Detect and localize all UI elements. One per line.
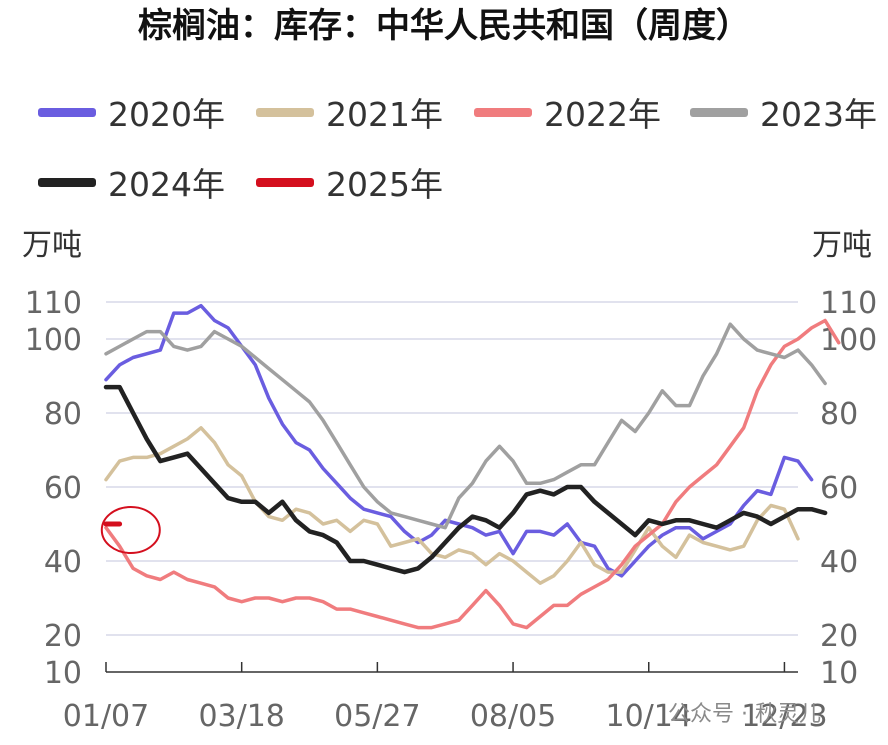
y-tick-left-60: 60 — [44, 471, 82, 506]
legend-item-2023[interactable]: 2023年 — [690, 88, 877, 136]
legend-item-2025[interactable]: 2025年 — [256, 158, 443, 206]
left-axis-unit: 万吨 — [22, 228, 82, 263]
x-tick-label-03/18: 03/18 — [198, 699, 284, 734]
legend-swatch-2020 — [38, 107, 96, 117]
y-tick-right-40: 40 — [820, 545, 858, 580]
x-tick-label-01/07: 01/07 — [63, 699, 149, 734]
x-tick-label-12/23: 12/23 — [741, 699, 827, 734]
y-tick-right-60: 60 — [820, 471, 858, 506]
y-tick-left-20: 20 — [44, 619, 82, 654]
legend-swatch-2021 — [256, 107, 314, 117]
watermark: 公众号 · 秋灵儿 — [668, 702, 821, 727]
y-tick-right-110: 110 — [820, 286, 877, 321]
y-tick-left-80: 80 — [44, 397, 82, 432]
legend-item-2022[interactable]: 2022年 — [474, 88, 661, 136]
series-line-2023 — [104, 322, 827, 530]
legend-item-2024[interactable]: 2024年 — [38, 158, 225, 206]
annotation-circle-2025 — [100, 506, 161, 554]
legend-swatch-2024 — [38, 177, 96, 187]
series-line-2020 — [104, 303, 814, 578]
y-tick-right-80: 80 — [820, 397, 858, 432]
legend-label-2021: 2021年 — [326, 95, 443, 134]
series-line-2022 — [104, 318, 841, 630]
y-tick-left-110: 110 — [25, 286, 82, 321]
chart-title: 棕榈油：库存：中华人民共和国（周度） — [138, 6, 750, 46]
series-line-2024 — [103, 384, 828, 575]
legend-label-2022: 2022年 — [544, 95, 661, 134]
chart-legend: 2020年 2021年 2022年 2023年 2024年 2025年 — [0, 70, 888, 210]
legend-swatch-2022 — [474, 107, 532, 117]
series-line-2021 — [104, 426, 800, 585]
legend-label-2025: 2025年 — [326, 165, 443, 204]
legend-label-2020: 2020年 — [108, 95, 225, 134]
legend-label-2024: 2024年 — [108, 165, 225, 204]
y-tick-left-40: 40 — [44, 545, 82, 580]
x-tick-label-10/14: 10/14 — [606, 699, 692, 734]
legend-swatch-2025 — [256, 177, 314, 187]
right-axis-unit: 万吨 — [812, 228, 872, 263]
legend-swatch-2023 — [690, 107, 748, 117]
legend-item-2020[interactable]: 2020年 — [38, 88, 225, 136]
legend-item-2021[interactable]: 2021年 — [256, 88, 443, 136]
y-tick-right-10: 10 — [820, 656, 858, 691]
y-tick-right-20: 20 — [820, 619, 858, 654]
x-tick-label-08/05: 08/05 — [470, 699, 556, 734]
x-tick-label-05/27: 05/27 — [334, 699, 420, 734]
y-tick-left-10: 10 — [44, 656, 82, 691]
legend-label-2023: 2023年 — [760, 95, 877, 134]
y-tick-left-100: 100 — [25, 323, 82, 358]
